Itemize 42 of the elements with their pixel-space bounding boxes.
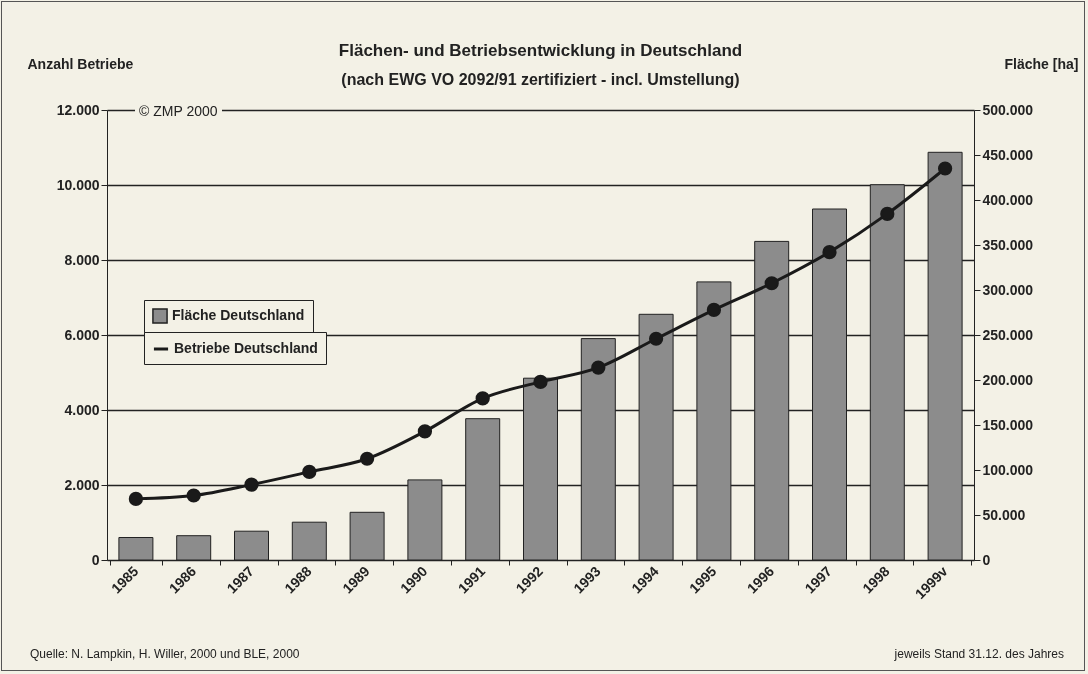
y-tick-label: 0 xyxy=(91,551,100,568)
annotation: © ZMP 2000 xyxy=(135,103,222,119)
y-tick-label: 10.000 xyxy=(56,176,100,193)
chart-subtitle: (nach EWG VO 2092/91 zertifiziert - incl. Umstellung) xyxy=(341,71,740,88)
point xyxy=(417,424,433,439)
point xyxy=(244,477,259,492)
y-axis-title: Anzahl Betriebe xyxy=(27,55,134,72)
y-tick-label: 6.000 xyxy=(64,326,100,343)
point xyxy=(880,206,895,221)
y-tick-label: 2.000 xyxy=(64,476,100,493)
y2-tick-label: 250.000 xyxy=(982,326,1034,343)
chart-title: Flächen- und Betriebsentwicklung in Deutschland xyxy=(338,41,743,60)
point xyxy=(186,488,201,503)
y2-tick-label: 100.000 xyxy=(982,461,1034,478)
point xyxy=(475,391,490,406)
y2-tick-label: 450.000 xyxy=(982,146,1034,163)
y2-tick-label: 150.000 xyxy=(982,416,1034,433)
point xyxy=(302,464,317,479)
y2-axis-title: Fläche [ha] xyxy=(1004,55,1079,72)
point xyxy=(764,276,779,291)
source-note: Quelle: N. Lampkin, H. Willer, 2000 und BLE, 2000 xyxy=(30,647,300,661)
y2-tick-label: 500.000 xyxy=(982,101,1034,118)
y-tick-label: 8.000 xyxy=(64,251,100,268)
y-tick-label: 12.000 xyxy=(56,101,100,118)
point xyxy=(359,451,375,466)
y2-tick-label: 200.000 xyxy=(982,371,1034,388)
y2-tick-label: 0 xyxy=(982,551,991,568)
y-tick-label: 4.000 xyxy=(64,401,100,418)
point xyxy=(648,331,664,346)
legend-label: Fläche Deutschland xyxy=(172,307,305,323)
y2-tick-label: 50.000 xyxy=(982,506,1026,523)
legend-label: Betriebe Deutschland xyxy=(174,340,318,356)
point xyxy=(937,161,953,176)
point xyxy=(591,360,606,375)
point xyxy=(706,302,722,317)
text: jeweils Stand 31.12. des Jahres xyxy=(894,647,1064,661)
point xyxy=(533,374,548,389)
y2-tick-label: 350.000 xyxy=(982,236,1034,253)
y2-tick-label: 400.000 xyxy=(982,191,1034,208)
y2-tick-label: 300.000 xyxy=(982,281,1034,298)
point xyxy=(128,491,144,506)
point xyxy=(822,245,837,260)
